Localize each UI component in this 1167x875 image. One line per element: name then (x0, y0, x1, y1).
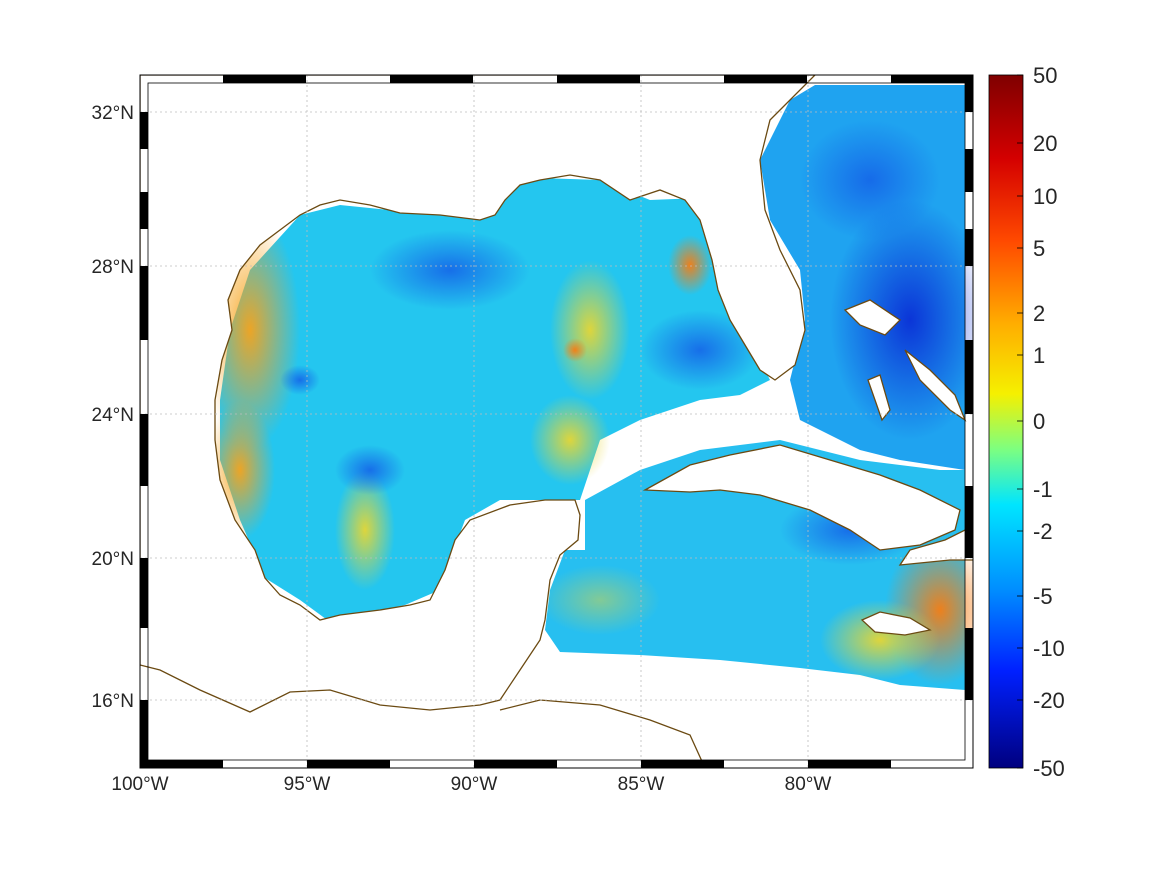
lon-tick-label: 90°W (451, 774, 498, 795)
map-plot-area (140, 75, 973, 768)
us-coastline (140, 75, 816, 713)
colorbar-tick-label: 50 (1033, 63, 1057, 88)
cuba-outline (642, 444, 961, 551)
lat-tick-label: 16°N (92, 691, 134, 712)
coastlines (140, 75, 973, 768)
lat-tick-label: 28°N (92, 257, 134, 278)
graticule (140, 75, 973, 768)
lat-tick-label: 32°N (92, 103, 134, 124)
lat-tick-label: 20°N (92, 549, 134, 570)
lon-tick-label: 80°W (785, 774, 832, 795)
colorbar-tick-label: -2 (1033, 519, 1053, 544)
bahamas-outline (843, 299, 967, 422)
colorbar-tick-label: 5 (1033, 236, 1045, 261)
lon-tick-labels: 100°W 95°W 90°W 85°W 80°W (111, 774, 831, 795)
colorbar-tick-label: -50 (1033, 756, 1065, 781)
colorbar-tick-label: -5 (1033, 584, 1053, 609)
colorbar-tick-labels: 50 20 10 5 2 1 0 -1 -2 -5 -10 -20 -50 (1033, 63, 1065, 781)
colorbar-tick-label: 20 (1033, 131, 1057, 156)
lon-tick-label: 95°W (284, 774, 331, 795)
colorbar-tick-label: 1 (1033, 343, 1045, 368)
jamaica-outline (860, 611, 932, 636)
lat-tick-labels: 16°N 20°N 24°N 28°N 32°N (92, 103, 134, 712)
colorbar: 50 20 10 5 2 1 0 -1 -2 -5 -10 -20 -50 (988, 63, 1065, 781)
colorbar-tick-label: -20 (1033, 688, 1065, 713)
lon-tick-label: 85°W (618, 774, 665, 795)
anomaly-features (200, 120, 973, 685)
colorbar-gradient (988, 74, 1024, 769)
lon-tick-label: 100°W (111, 774, 168, 795)
colorbar-tick-label: -10 (1033, 636, 1065, 661)
lat-tick-label: 24°N (92, 405, 134, 426)
colorbar-tick-label: 0 (1033, 409, 1045, 434)
colorbar-tick-label: 10 (1033, 184, 1057, 209)
colorbar-tick-label: 2 (1033, 301, 1045, 326)
colorbar-tick-label: -1 (1033, 477, 1053, 502)
central-america-coast (499, 699, 706, 768)
map-frame (139, 74, 974, 769)
